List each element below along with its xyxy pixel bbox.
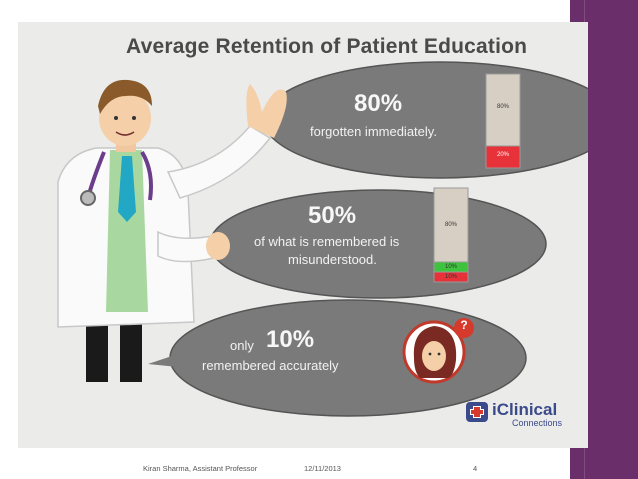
bar-2-labels: 80% 10% 10% [434,188,468,282]
bubble-2-line-2: misunderstood. [288,252,377,267]
bubble-2-percent: 50% [308,202,357,229]
footer-date: 12/11/2013 [304,464,341,473]
slide-title: Average Retention of Patient Education [126,35,528,58]
bubble-3-percent: 10% [266,326,315,353]
bar-chart-2 [433,187,469,283]
patient-face-icon [402,320,466,384]
bubble-1-text: forgotten immediately. [310,124,437,139]
illustration [57,61,588,422]
question-badge-label: ? [460,318,468,332]
doctor-icon [57,79,287,382]
bar-chart-1 [485,73,521,169]
bar-1-labels: 80% 20% [486,74,520,168]
speech-bubble-1 [256,61,588,179]
slide-canvas: Average Retention of Patient Education [18,22,588,448]
bubble-1-percent: 80% [354,90,403,117]
bubble-3-text: remembered accurately [202,358,339,373]
bar-2-segment-mid-label: 10% [444,264,457,270]
logo-brand-text: iClinical [492,400,558,419]
bubble-3-prefix: only [230,338,254,353]
bar-2-segment-bottom-label: 10% [444,274,457,280]
bar-2-segment-top-label: 80% [444,222,457,228]
bubble-2-line-1: of what is remembered is [254,234,400,249]
question-badge-icon [454,318,474,338]
iclinical-logo-icon [466,402,488,422]
logo-sub-text: Connections [512,418,563,428]
bar-1-segment-bottom-label: 20% [496,152,509,158]
bar-1-segment-top-label: 80% [496,104,509,110]
footer-page-number: 4 [473,464,478,473]
footer-author: Kiran Sharma, Assistant Professor [143,464,258,473]
